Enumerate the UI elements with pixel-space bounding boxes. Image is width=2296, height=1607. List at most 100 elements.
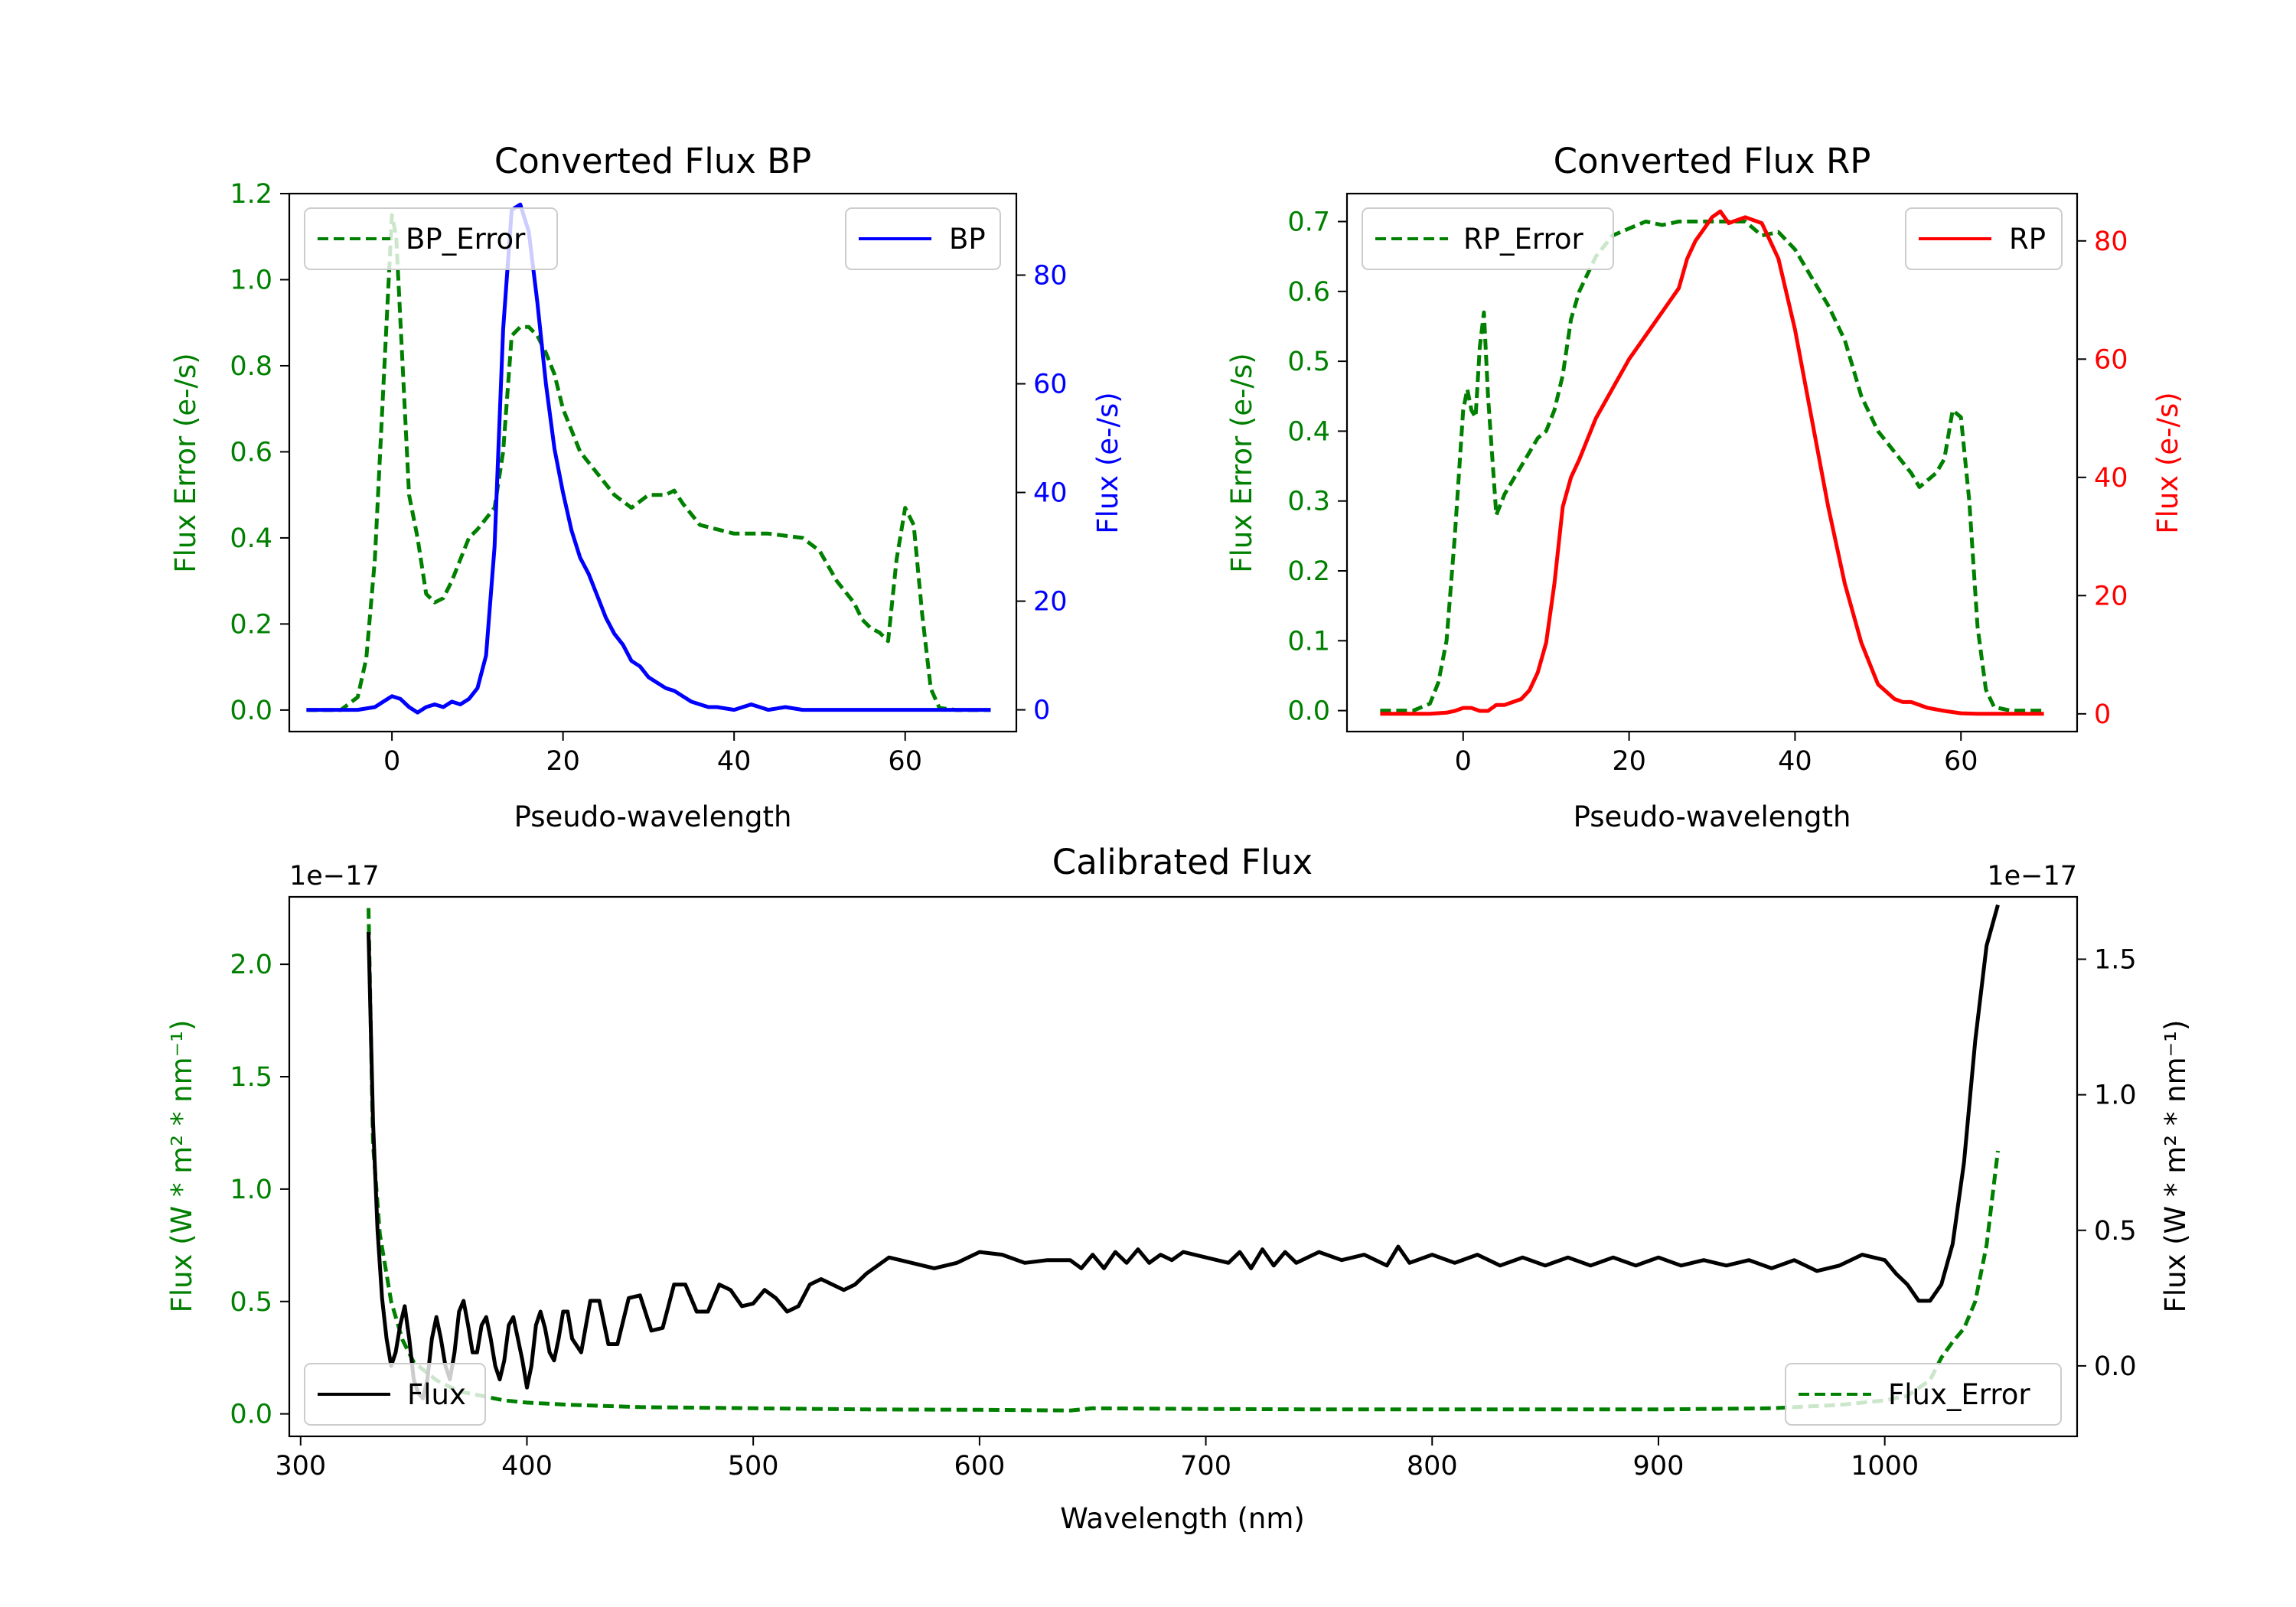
flux-error-legend-box — [1785, 1363, 2062, 1426]
bp-bp-error-line — [306, 213, 991, 712]
rp-left-y-tick-label: 0.3 — [1287, 487, 1330, 517]
rp-x-tick-label: 60 — [1944, 746, 1978, 777]
bp-legend: BP — [845, 207, 1001, 270]
flux-error-legend-label: Flux_Error — [1888, 1378, 2030, 1411]
bp-left-y-tick-label: 1.2 — [230, 179, 272, 210]
cal-left-y-tick-label: 2.0 — [230, 950, 272, 980]
calibrated-right-y-axis-label: Flux (W * m² * nm⁻¹) — [2159, 1020, 2192, 1313]
cal-flux-line — [367, 904, 2000, 1400]
bp-right-y-tick-label: 40 — [1033, 478, 1068, 509]
bp-left-y-tick-label: 1.0 — [230, 265, 272, 295]
rp-legend-label: RP — [2009, 223, 2046, 256]
flux-legend-box — [304, 1363, 486, 1426]
cal-left-y-tick-label: 1.0 — [230, 1175, 272, 1205]
rp-left-y-tick-label: 0.2 — [1287, 556, 1330, 587]
cal-left-y-tick-label: 0.0 — [230, 1400, 272, 1430]
bp-left-y-tick-label: 0.4 — [230, 523, 272, 554]
flux-error-legend: Flux_Error — [1785, 1363, 2062, 1426]
rp-right-y-tick-label: 60 — [2094, 344, 2128, 375]
bp-error-legend: BP_Error — [304, 207, 558, 270]
rp-right-y-tick-label: 0 — [2094, 699, 2111, 730]
cal-x-tick-label: 400 — [501, 1451, 553, 1482]
rp-x-tick-label: 40 — [1778, 746, 1812, 777]
bp-right-y-axis: 0 20 40 60 80 — [1016, 261, 1068, 726]
bp-left-y-tick-label: 0.8 — [230, 351, 272, 382]
rp-left-y-tick-label: 0.7 — [1287, 207, 1330, 238]
cal-right-y-tick-label: 1.5 — [2094, 944, 2137, 975]
calibrated-left-y-axis: 0.0 0.5 1.0 1.5 2.0 — [230, 950, 289, 1430]
calibrated-right-y-axis: 0.0 0.5 1.0 1.5 — [2077, 944, 2137, 1382]
cal-x-tick-label: 1000 — [1851, 1451, 1919, 1482]
rp-panel: Converted Flux RP 0 20 40 60 0.00.10.20.30.… — [1225, 141, 2184, 833]
rp-x-axis: 0 20 40 60 — [1455, 732, 1978, 777]
bp-panel: Converted Flux BP 0 20 40 60 0.00.20.40.60.… — [169, 141, 1124, 833]
rp-right-y-tick-label: 20 — [2094, 581, 2128, 611]
rp-rp-line — [1380, 209, 2044, 716]
rp-axes-frame — [1345, 192, 2079, 733]
bp-left-y-axis-label: Flux Error (e-/s) — [169, 353, 202, 572]
bp-error-legend-box — [304, 207, 558, 270]
bp-right-y-tick-label: 0 — [1033, 696, 1050, 726]
flux-legend-label: Flux — [407, 1378, 466, 1411]
bp-right-y-tick-label: 60 — [1033, 370, 1068, 400]
rp-title: Converted Flux RP — [1554, 141, 1871, 181]
bp-axes-frame — [288, 192, 1018, 733]
calibrated-axes-frame — [288, 895, 2079, 1438]
rp-left-y-axis: 0.0 0.1 0.2 0.3 0.4 0.5 0.6 0.7 — [1287, 207, 1347, 727]
bp-left-y-tick-label: 0.0 — [230, 696, 272, 726]
bp-x-axis-label: Pseudo-wavelength — [514, 800, 792, 833]
rp-rp-error-line — [1380, 220, 2044, 713]
cal-left-y-tick-label: 0.5 — [230, 1287, 272, 1318]
rp-plot-area — [1380, 209, 2044, 716]
rp-left-y-axis-label: Flux Error (e-/s) — [1225, 353, 1258, 572]
calibrated-left-y-axis-label: Flux (W * m² * nm⁻¹) — [165, 1020, 198, 1313]
bp-left-y-tick-label: 0.6 — [230, 437, 272, 468]
calibrated-x-axis: 300 400 500 600 700 800 900 1000 — [275, 1436, 1919, 1482]
rp-right-y-axis: 0 20 40 60 80 — [2077, 227, 2128, 730]
cal-x-tick-label: 800 — [1407, 1451, 1458, 1482]
cal-x-tick-label: 500 — [728, 1451, 779, 1482]
rp-left-y-tick-label: 0.1 — [1287, 626, 1330, 657]
bp-error-legend-label: BP_Error — [406, 223, 526, 256]
rp-legend: RP — [1905, 207, 2063, 270]
rp-left-y-tick-label: 0.0 — [1287, 696, 1330, 727]
cal-left-y-tick-label: 1.5 — [230, 1062, 272, 1093]
bp-title: Converted Flux BP — [494, 141, 811, 181]
bp-right-y-axis-label: Flux (e-/s) — [1091, 392, 1124, 533]
calibrated-panel: Calibrated Flux 1e−17 1e−17 300 400 500 600… — [165, 842, 2192, 1535]
cal-right-y-tick-label: 0.0 — [2094, 1351, 2137, 1382]
cal-x-tick-label: 700 — [1180, 1451, 1231, 1482]
bp-legend-label: BP — [949, 223, 986, 256]
bp-left-y-tick-label: 0.2 — [230, 609, 272, 640]
bp-left-y-axis: 0.0 0.2 0.4 0.6 0.8 1.0 1.2 — [230, 179, 289, 726]
calibrated-right-offset: 1e−17 — [1987, 861, 2077, 892]
rp-right-y-axis-label: Flux (e-/s) — [2151, 392, 2184, 533]
flux-legend: Flux — [304, 1363, 486, 1426]
rp-left-y-tick-label: 0.4 — [1287, 416, 1330, 447]
cal-x-tick-label: 300 — [275, 1451, 326, 1482]
rp-error-legend: RP_Error — [1362, 207, 1614, 270]
cal-x-tick-label: 900 — [1633, 1451, 1684, 1482]
rp-left-y-tick-label: 0.6 — [1287, 277, 1330, 308]
rp-right-y-tick-label: 40 — [2094, 463, 2128, 494]
cal-x-tick-label: 600 — [954, 1451, 1005, 1482]
rp-x-axis-label: Pseudo-wavelength — [1574, 800, 1851, 833]
cal-right-y-tick-label: 1.0 — [2094, 1081, 2137, 1111]
bp-x-axis: 0 20 40 60 — [383, 732, 922, 777]
rp-x-tick-label: 0 — [1455, 746, 1472, 777]
rp-right-y-tick-label: 80 — [2094, 227, 2128, 257]
cal-right-y-tick-label: 0.5 — [2094, 1216, 2137, 1247]
rp-error-legend-box — [1362, 207, 1614, 270]
calibrated-title: Calibrated Flux — [1052, 842, 1313, 882]
calibrated-x-axis-label: Wavelength (nm) — [1060, 1502, 1305, 1535]
bp-x-tick-label: 60 — [888, 746, 922, 777]
bp-plot-area — [306, 202, 991, 715]
calibrated-left-offset: 1e−17 — [289, 861, 380, 892]
bp-right-y-tick-label: 80 — [1033, 261, 1068, 292]
rp-x-tick-label: 20 — [1612, 746, 1646, 777]
bp-x-tick-label: 40 — [717, 746, 752, 777]
rp-error-legend-label: RP_Error — [1463, 223, 1583, 256]
rp-left-y-tick-label: 0.5 — [1287, 347, 1330, 377]
bp-bp-line — [306, 202, 991, 715]
